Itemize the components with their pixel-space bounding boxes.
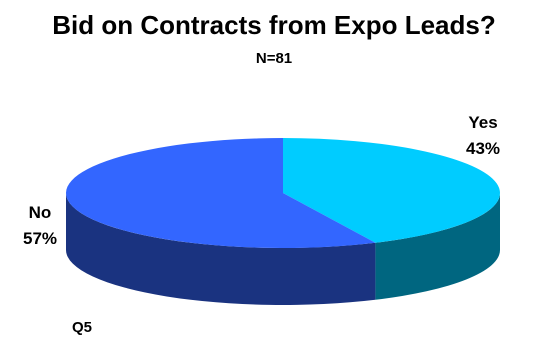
question-footnote: Q5 [72, 319, 93, 336]
slice-label-no: No 57% [10, 200, 70, 252]
chart-title: Bid on Contracts from Expo Leads? [52, 10, 496, 40]
slice-label-yes-value: 43% [465, 139, 501, 158]
slice-label-no-value: 57% [22, 229, 58, 248]
slice-label-no-name: No [28, 203, 52, 222]
chart-subtitle: N=81 [255, 50, 293, 67]
pie-side-no [66, 193, 376, 305]
pie-slice-yes [283, 138, 500, 243]
slice-label-yes-name: Yes [468, 113, 498, 132]
pie-side-yes [375, 193, 500, 300]
slice-label-yes: Yes 43% [452, 110, 514, 162]
pie-slice-no [66, 138, 376, 248]
